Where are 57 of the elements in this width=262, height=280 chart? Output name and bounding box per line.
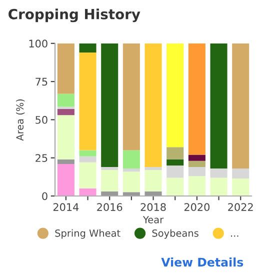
bar [122,43,140,150]
y-axis-title: Area (%) [16,99,25,141]
chart-title: Cropping History [8,8,140,22]
bar [79,43,96,53]
bar [188,167,206,176]
bar [210,43,228,169]
bar [166,43,184,148]
bar [79,162,96,188]
y-tick-label: 50 [36,116,48,124]
bar [122,192,140,196]
bar [101,167,118,170]
y-tick-label: 75 [36,78,48,86]
bar [144,43,162,168]
bar [79,188,96,196]
x-tick-label: 2020 [184,203,210,212]
bar [122,172,140,192]
bar [57,43,74,94]
x-tick-label: 2016 [97,203,122,212]
bar [79,52,96,150]
x-tick-label: 2022 [228,203,253,212]
y-tick-label: 25 [36,154,48,162]
bar [57,115,74,160]
bar [101,43,118,168]
bar [166,165,184,178]
x-axis-title: Year [142,216,164,224]
bar [232,178,250,196]
bar [166,159,184,166]
bar [122,168,140,172]
bar [57,109,74,116]
x-tick-label: 2014 [53,203,79,212]
bar [57,159,74,164]
bar [57,164,74,196]
bar [57,94,74,107]
legend-label: ... [231,235,238,237]
bar [188,154,206,161]
legend-label: Spring Wheat [55,229,120,239]
x-tick-label: 2018 [140,203,166,212]
bar [188,160,206,168]
bar [188,176,206,196]
bar [79,156,96,162]
bar [232,43,250,169]
text: View Details [161,257,244,267]
bar [144,170,162,192]
bar [101,170,118,192]
bar [57,106,74,110]
bar [232,168,250,178]
y-tick-label: 0 [42,192,48,200]
bar [166,178,184,196]
bar [79,150,96,156]
bar [144,167,162,170]
bar [166,147,184,160]
legend-label: Soybeans [152,229,198,239]
bar [210,168,228,178]
bar [122,150,140,169]
y-tick-label: 100 [29,40,48,48]
bar [210,178,228,196]
bar [188,43,206,155]
